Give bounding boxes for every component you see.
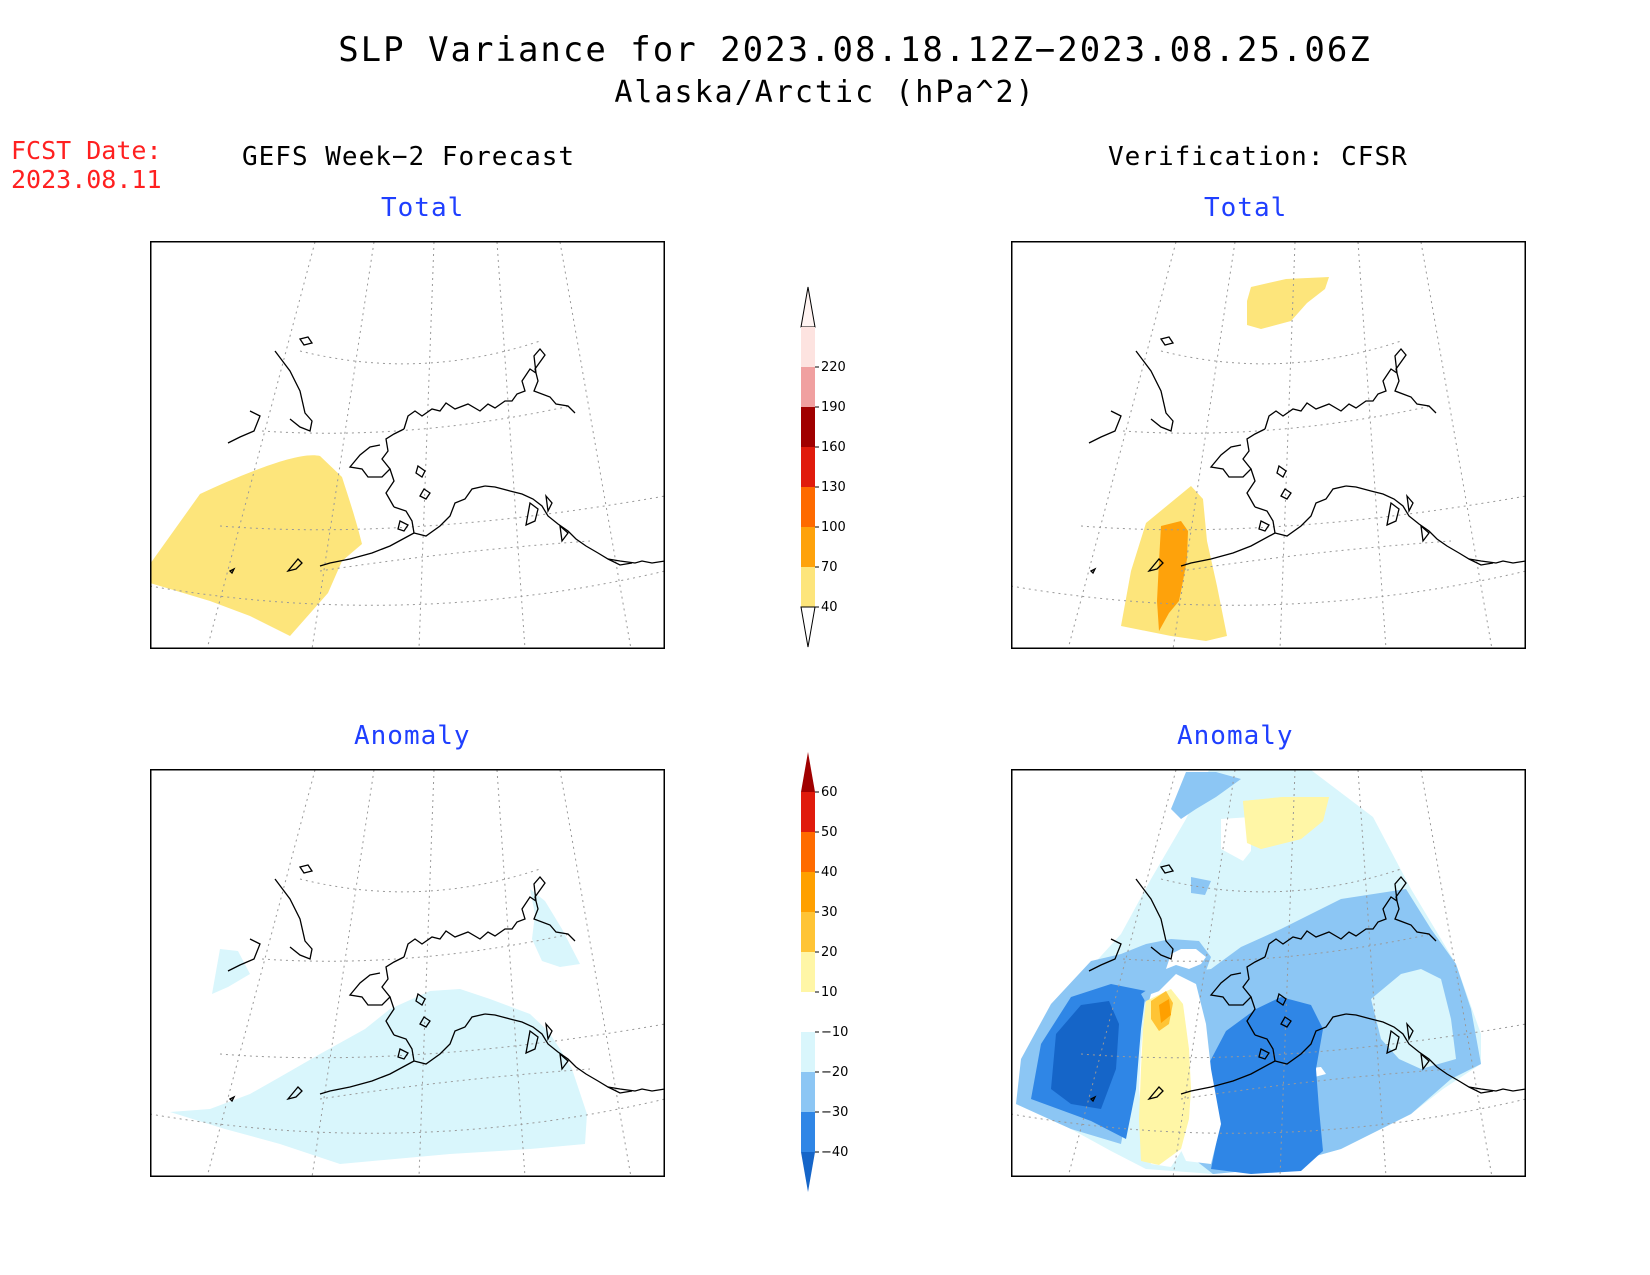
- colorbar-total-label: 220: [821, 360, 846, 375]
- contour-40-70-north: [1247, 277, 1329, 329]
- map-forecast-total: [150, 241, 665, 649]
- colorbar-anomaly-label: 60: [821, 785, 838, 800]
- colorbar-total-swatch: [801, 487, 815, 527]
- colorbar-anomaly-label: −20: [821, 1065, 848, 1080]
- map-forecast-anomaly: [150, 769, 665, 1177]
- colorbar-anomaly-cap-bottom: [801, 1152, 815, 1192]
- colorbar-anomaly-swatch: [801, 832, 815, 872]
- colorbar-total-label: 160: [821, 440, 846, 455]
- contour-neg10-neg20-west: [212, 949, 250, 994]
- colorbar-total-svg: 40 70 100 130 160 190 220: [800, 286, 846, 648]
- colorbar-anomaly-label: 50: [821, 825, 838, 840]
- colorbar-anomaly-swatch: [801, 1032, 815, 1072]
- panel-title-verification-anomaly: Anomaly: [1177, 721, 1294, 751]
- colorbar-anomaly-label: 20: [821, 945, 838, 960]
- colorbar-anomaly-label: 30: [821, 905, 838, 920]
- contour-below-neg40: [1051, 1001, 1119, 1109]
- contour-neg10-neg20-east: [530, 889, 580, 967]
- colorbar-total-swatch: [801, 567, 815, 607]
- contour-neg30-neg40-east: [1206, 997, 1323, 1174]
- colorbar-total-label: 40: [821, 600, 838, 615]
- colorbar-anomaly-swatch: [801, 912, 815, 952]
- chart-subtitle: Alaska/Arctic (hPa^2): [614, 75, 1036, 110]
- column-heading-forecast: GEFS Week−2 Forecast: [242, 142, 576, 172]
- colorbar-anomaly-swatch: [801, 1072, 815, 1112]
- colorbar-anomaly-swatch: [801, 872, 815, 912]
- contour-neg10-neg20-south: [170, 989, 587, 1164]
- forecast-date: FCST Date: 2023.08.11: [11, 136, 162, 194]
- colorbar-anomaly: −40 −30 −20 −10 10 20 30 40 50 60: [798, 752, 868, 1202]
- contour-neutral-north: [1166, 949, 1206, 969]
- colorbar-anomaly-swatch: [801, 992, 815, 1032]
- forecast-date-label: FCST Date:: [11, 136, 162, 165]
- contour-pos10-pos20-south: [1139, 989, 1191, 1165]
- colorbar-total-swatch: [801, 327, 815, 367]
- colorbar-anomaly-swatch: [801, 952, 815, 992]
- contour-neg20-neg30-small: [1191, 877, 1211, 895]
- panel-title-verification-total: Total: [1204, 193, 1288, 223]
- chart-title: SLP Variance for 2023.08.18.12Z−2023.08.…: [338, 30, 1372, 70]
- colorbar-total-swatch: [801, 447, 815, 487]
- colorbar-anomaly-label: −30: [821, 1105, 848, 1120]
- colorbar-anomaly-swatch: [801, 1112, 815, 1152]
- colorbar-total: 40 70 100 130 160 190 220: [798, 282, 868, 648]
- map-verification-anomaly: [1011, 769, 1526, 1177]
- colorbar-anomaly-svg: −40 −30 −20 −10 10 20 30 40 50 60: [801, 752, 848, 1192]
- colorbar-anomaly-cap-top: [801, 752, 815, 792]
- colorbar-total-label: 100: [821, 520, 846, 535]
- panel-title-forecast-anomaly: Anomaly: [354, 721, 471, 751]
- column-heading-verification: Verification: CFSR: [1108, 142, 1408, 172]
- panel-title-forecast-total: Total: [381, 193, 465, 223]
- colorbar-total-swatch: [801, 367, 815, 407]
- colorbar-anomaly-label: −10: [821, 1025, 848, 1040]
- colorbar-total-label: 130: [821, 480, 846, 495]
- colorbar-anomaly-swatch: [801, 792, 815, 832]
- colorbar-total-label: 70: [821, 560, 838, 575]
- colorbar-anomaly-label: −40: [821, 1145, 848, 1160]
- colorbar-anomaly-label: 40: [821, 865, 838, 880]
- forecast-date-value: 2023.08.11: [11, 165, 162, 194]
- contour-pos30-pos40: [1159, 999, 1171, 1023]
- contour-neg20-neg30-north: [1171, 772, 1241, 819]
- colorbar-total-cap-top: [800, 286, 816, 328]
- contour-pos10-pos20-north-top: [1243, 797, 1329, 849]
- map-verification-total: [1011, 241, 1526, 649]
- colorbar-total-label: 190: [821, 400, 846, 415]
- colorbar-total-swatch: [801, 527, 815, 567]
- colorbar-total-swatch: [801, 407, 815, 447]
- colorbar-total-cap-bottom: [800, 606, 816, 648]
- contour-40-70: [150, 455, 362, 636]
- colorbar-anomaly-label: 10: [821, 985, 838, 1000]
- contour-neutral-arctic: [1221, 817, 1251, 861]
- contour-70-100: [1157, 521, 1188, 631]
